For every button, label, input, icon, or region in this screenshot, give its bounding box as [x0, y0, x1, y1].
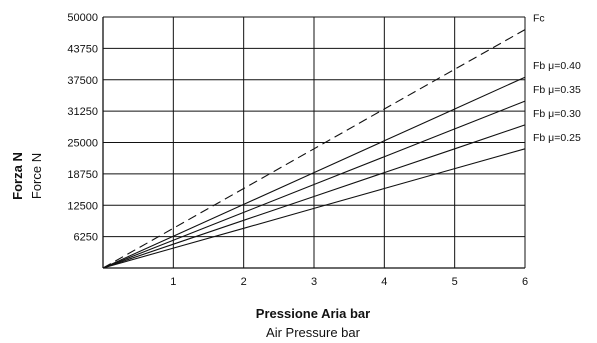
x-tick-label: 4: [381, 276, 387, 288]
y-tick-label: 37500: [67, 75, 98, 87]
axes: [102, 17, 525, 269]
x-axis-label-bold: Pressione Aria bar: [256, 306, 370, 321]
y-tick-labels: 6250 12500 18750 25000 31250 37500 43750 50000: [67, 12, 98, 244]
y-tick-label: 25000: [67, 138, 98, 150]
grid: [103, 16, 526, 268]
x-tick-label: 5: [452, 276, 458, 288]
series-label: Fc: [533, 13, 545, 25]
series-label: Fb μ=0.35: [533, 84, 581, 96]
x-tick-label: 3: [311, 276, 317, 288]
series-lines: [102, 29, 526, 269]
series-label: Fb μ=0.30: [533, 108, 581, 120]
y-tick-label: 18750: [67, 169, 98, 181]
y-axis-label: Force N: [29, 153, 44, 199]
series-label: Fb μ=0.25: [533, 132, 581, 144]
x-axis-label: Air Pressure bar: [266, 325, 361, 340]
series-line: [102, 124, 526, 269]
x-tick-labels: 1 2 3 4 5 6: [170, 276, 528, 288]
x-tick-label: 1: [170, 276, 176, 288]
x-tick-label: 2: [241, 276, 247, 288]
series-line: [102, 29, 526, 269]
y-axis-label-bold: Forza N: [10, 152, 25, 200]
y-tick-label: 12500: [67, 200, 98, 212]
series-line: [102, 76, 526, 269]
series-line: [102, 148, 526, 269]
series-label: Fb μ=0.40: [533, 60, 581, 72]
y-tick-label: 43750: [67, 43, 98, 55]
series-labels: Fc Fb μ=0.40 Fb μ=0.35 Fb μ=0.30 Fb μ=0.25: [533, 13, 581, 144]
y-tick-label: 50000: [67, 12, 98, 24]
series-line: [102, 100, 526, 269]
y-tick-label: 31250: [67, 106, 98, 118]
x-tick-label: 6: [522, 276, 528, 288]
y-tick-label: 6250: [74, 232, 98, 244]
